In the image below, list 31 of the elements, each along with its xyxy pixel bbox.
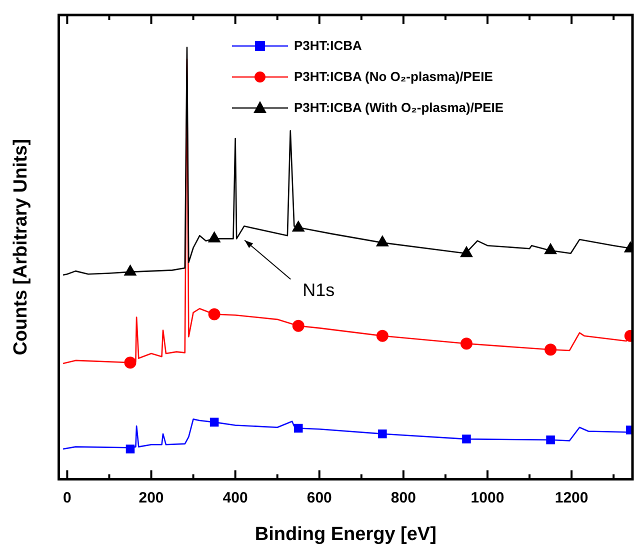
point — [544, 243, 557, 254]
point — [376, 330, 388, 342]
point — [546, 436, 555, 444]
x-axis-title: Binding Energy [eV] — [254, 524, 436, 545]
point — [124, 356, 136, 369]
y-axis-title: Counts [Arbitrary Units] — [10, 138, 32, 356]
point — [208, 308, 220, 320]
legend-label: P3HT:ICBA — [294, 38, 362, 53]
point — [462, 434, 471, 444]
point — [460, 246, 473, 258]
point — [544, 344, 557, 356]
point — [292, 220, 304, 232]
x-tick-label: 800 — [390, 489, 416, 506]
x-tick-label: 0 — [63, 489, 72, 506]
point — [124, 264, 136, 276]
point — [210, 418, 219, 427]
point — [292, 320, 304, 332]
x-tick-label: 1200 — [554, 489, 588, 506]
point — [378, 429, 387, 438]
x-tick-label: 1000 — [470, 489, 504, 506]
legend-label: P3HT:ICBA (With O₂-plasma)/PEIE — [294, 100, 504, 115]
x-tick-label: 600 — [306, 489, 332, 506]
legend-label: P3HT:ICBA (No O₂-plasma)/PEIE — [294, 69, 493, 84]
point — [294, 424, 303, 433]
point — [376, 236, 389, 246]
x-tick-label: 200 — [138, 489, 164, 506]
point — [460, 338, 472, 350]
x-tick-label: 400 — [222, 489, 248, 506]
annotation: N1s — [302, 280, 335, 300]
point — [208, 232, 220, 242]
point — [126, 444, 135, 454]
